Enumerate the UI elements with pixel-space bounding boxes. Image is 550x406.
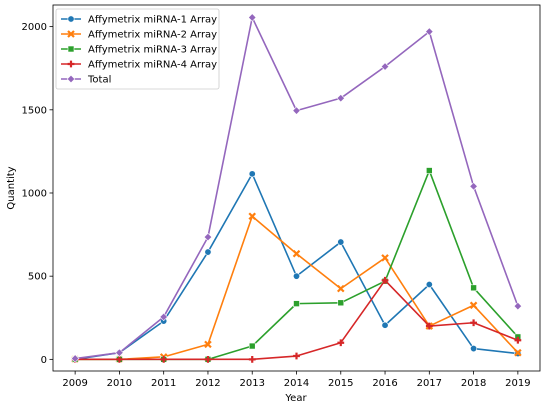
data-point <box>426 167 433 174</box>
data-point <box>248 342 256 350</box>
series-group <box>70 13 523 363</box>
y-tick-label: 500 <box>28 272 47 283</box>
x-tick-label: 2012 <box>195 378 220 389</box>
data-point <box>425 280 433 288</box>
x-tick-label: 2016 <box>372 378 397 389</box>
data-point <box>469 182 478 191</box>
x-tick-label: 2009 <box>62 378 87 389</box>
x-tick-label: 2011 <box>151 378 176 389</box>
data-point <box>292 272 300 280</box>
y-tick-label: 2000 <box>22 22 47 33</box>
data-point <box>248 355 256 363</box>
legend-marker <box>66 74 76 84</box>
data-point <box>514 348 522 357</box>
y-tick-label: 0 <box>41 355 47 366</box>
x-axis-title: Year <box>284 393 307 404</box>
axis-layer: 2009 2010 2011 2012 2013 2014 2015 2016 2017 2018… <box>22 22 531 389</box>
data-point <box>513 301 523 311</box>
data-point <box>70 354 80 363</box>
legend-label: Affymetrix miRNA-1 Array <box>88 15 217 26</box>
data-point <box>514 336 522 344</box>
data-point <box>380 62 390 71</box>
x-tick-label: 2018 <box>461 378 486 389</box>
legend-marker <box>67 45 75 53</box>
x-tick-label: 2017 <box>417 378 442 389</box>
data-point <box>159 312 168 322</box>
data-point <box>470 345 478 353</box>
data-point <box>204 340 212 349</box>
data-point <box>293 300 300 307</box>
data-point <box>115 348 124 357</box>
data-point <box>336 284 345 293</box>
y-axis-title: Quantity <box>6 166 17 209</box>
legend-label: Affymetrix miRNA-2 Array <box>88 30 217 41</box>
x-tick-label: 2015 <box>328 378 353 389</box>
data-point <box>470 284 477 292</box>
legend-box <box>55 8 220 90</box>
data-point <box>248 13 257 22</box>
data-point <box>469 301 478 310</box>
data-point <box>292 106 301 115</box>
y-tick-label: 1000 <box>22 188 47 199</box>
data-point <box>203 232 213 242</box>
data-point <box>425 27 434 36</box>
data-point <box>336 93 345 103</box>
series-layer <box>70 13 523 364</box>
data-point <box>116 355 123 363</box>
data-point <box>337 299 345 307</box>
legend-marker <box>67 60 75 68</box>
data-point <box>248 170 256 178</box>
data-point <box>292 249 301 258</box>
legend: Affymetrix miRNA-1 Array Affymetrix miRNA… <box>55 8 220 90</box>
legend-marker <box>67 30 75 38</box>
data-point <box>425 322 433 330</box>
data-point <box>337 238 345 246</box>
x-tick-label: 2019 <box>505 378 530 389</box>
x-tick-label: 2013 <box>240 378 265 389</box>
y-tick-label: 1500 <box>22 105 47 116</box>
data-point <box>204 355 212 363</box>
data-point <box>337 339 345 347</box>
legend-label: Total <box>87 75 111 86</box>
legend-label: Affymetrix miRNA-3 Array <box>88 45 217 56</box>
x-tick-label: 2010 <box>107 378 132 389</box>
data-point <box>248 212 257 221</box>
legend-marker <box>67 15 75 23</box>
data-point <box>381 276 389 284</box>
data-point <box>293 352 300 360</box>
data-point <box>204 248 212 256</box>
data-point <box>381 321 389 329</box>
legend-label: Affymetrix miRNA-4 Array <box>88 60 217 71</box>
x-tick-label: 2014 <box>284 378 309 389</box>
data-point <box>160 355 168 363</box>
data-point <box>381 254 389 262</box>
data-point <box>470 319 477 327</box>
